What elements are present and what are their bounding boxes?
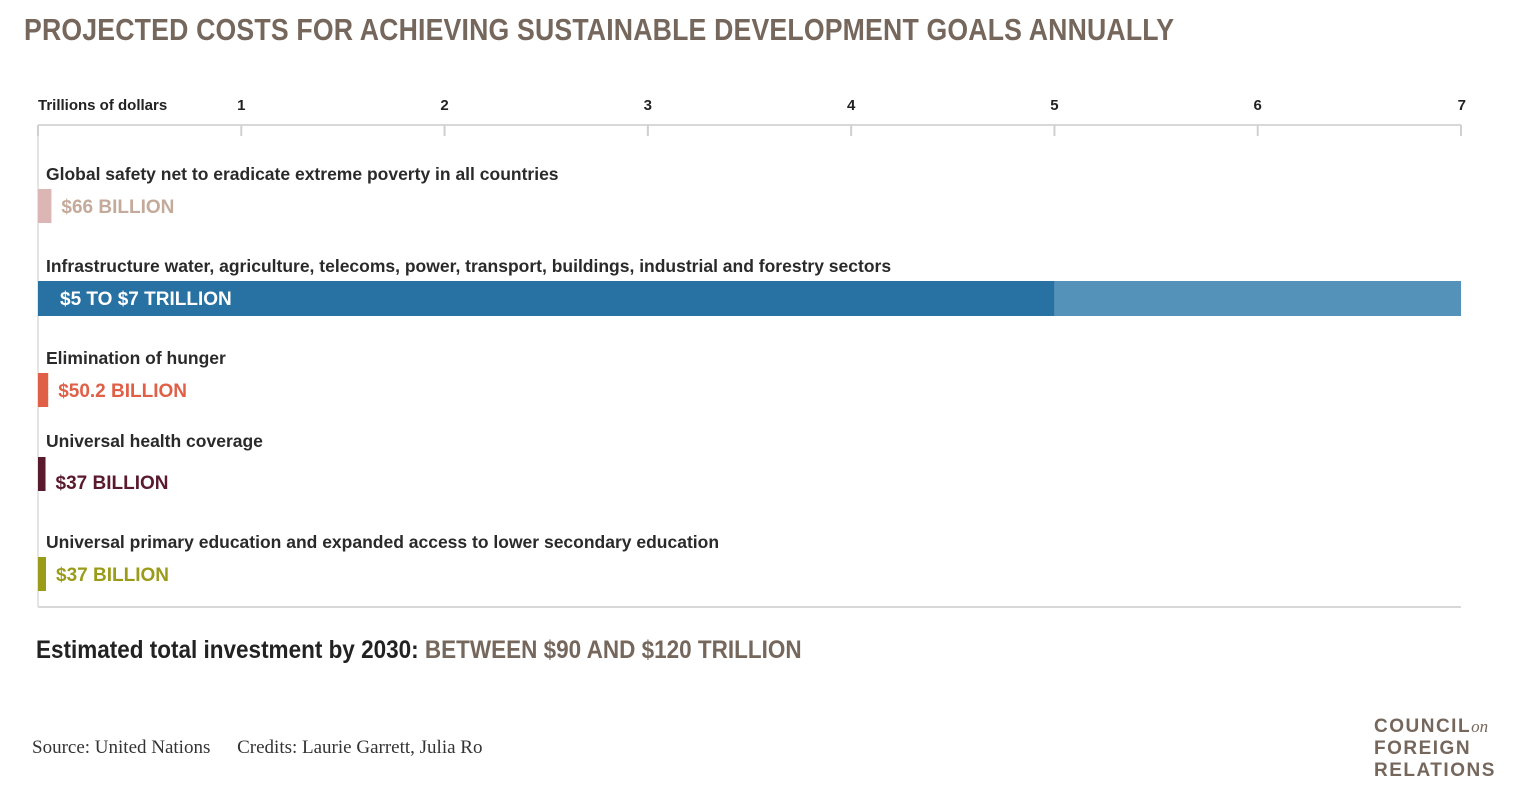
bar [38, 457, 46, 491]
chart-title: PROJECTED COSTS FOR ACHIEVING SUSTAINABL… [24, 12, 1175, 47]
logo-line-1: COUNCIL [1374, 716, 1472, 737]
data-label: $66 BILLION [61, 197, 174, 218]
footer: Source: United Nations Credits: Laurie G… [32, 737, 482, 759]
tick-label: 6 [1254, 97, 1262, 114]
data-label: $37 BILLION [56, 473, 169, 494]
tick-label: 1 [237, 97, 245, 114]
tick-label: 4 [847, 97, 856, 114]
total-investment-value: BETWEEN $90 AND $120 TRILLION [424, 636, 802, 664]
data-label: $5 TO $7 TRILLION [60, 289, 232, 310]
bar [38, 373, 49, 407]
bar [38, 281, 1055, 316]
bar [38, 557, 46, 591]
credits-text: Credits: Laurie Garrett, Julia Ro [237, 737, 483, 758]
logo-line-2: FOREIGN [1374, 738, 1472, 759]
x-axis-label: Trillions of dollars [38, 97, 167, 114]
data-label: $50.2 BILLION [58, 381, 187, 402]
tick-label: 3 [644, 97, 652, 114]
cfr-logo: COUNCILon FOREIGN RELATIONS [1374, 716, 1496, 782]
tick-label: 7 [1458, 97, 1466, 114]
logo-line-3: RELATIONS [1374, 760, 1496, 781]
category-label: Global safety net to eradicate extreme p… [46, 164, 559, 184]
bar [38, 189, 52, 223]
tick-label: 2 [440, 97, 448, 114]
category-label: Infrastructure water, agriculture, telec… [46, 256, 891, 276]
logo-line-1-suffix: on [1471, 717, 1489, 736]
total-investment-label: Estimated total investment by 2030: [36, 636, 419, 664]
bar-chart: Trillions of dollars 1 2 3 4 5 6 7 Global safety… [37, 97, 1466, 608]
tick-label: 5 [1050, 97, 1058, 114]
bar-range [1054, 281, 1461, 316]
source-text: Source: United Nations [32, 737, 211, 758]
data-label: $37 BILLION [56, 565, 169, 586]
category-label: Universal primary education and expanded… [46, 532, 719, 552]
category-label: Elimination of hunger [46, 348, 226, 368]
total-investment: Estimated total investment by 2030: BETW… [36, 636, 802, 665]
category-label: Universal health coverage [46, 431, 263, 451]
